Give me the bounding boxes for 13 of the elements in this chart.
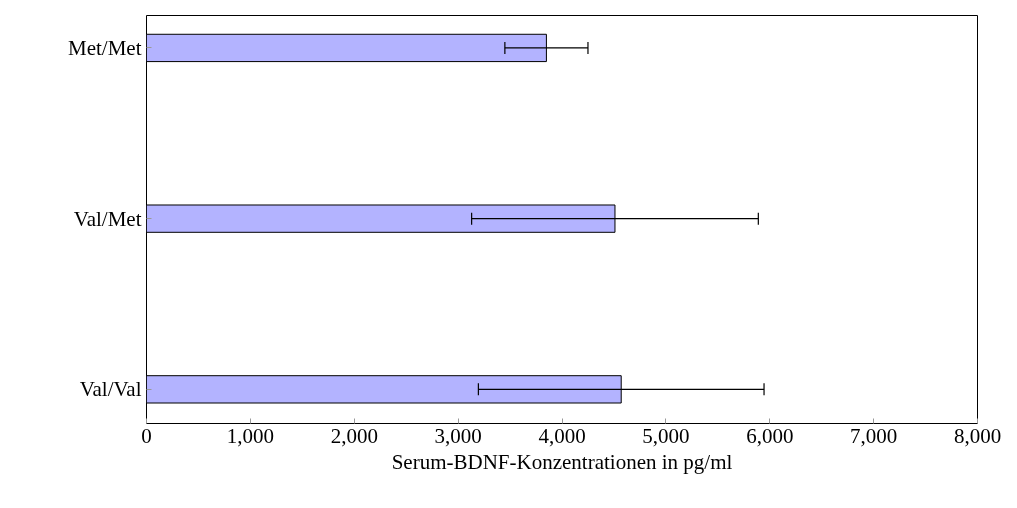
- x-tick-label: 7,000: [850, 423, 898, 448]
- y-tick-label: Val/Met: [73, 206, 142, 231]
- x-tick-label: 2,000: [330, 423, 378, 448]
- x-tick-label: 1,000: [226, 423, 274, 448]
- y-tick-label: Met/Met: [68, 35, 142, 60]
- x-tick-label: 0: [141, 423, 152, 448]
- y-tick-label: Val/Val: [79, 377, 142, 402]
- x-tick-label: 8,000: [953, 423, 1002, 448]
- x-tick-label: 5,000: [642, 423, 690, 448]
- x-tick-label: 3,000: [434, 423, 482, 448]
- x-tick-label: 4,000: [538, 423, 586, 448]
- x-axis-title: Serum-BDNF-Konzentrationen in pg/ml: [391, 449, 733, 474]
- x-tick-label: 6,000: [746, 423, 794, 448]
